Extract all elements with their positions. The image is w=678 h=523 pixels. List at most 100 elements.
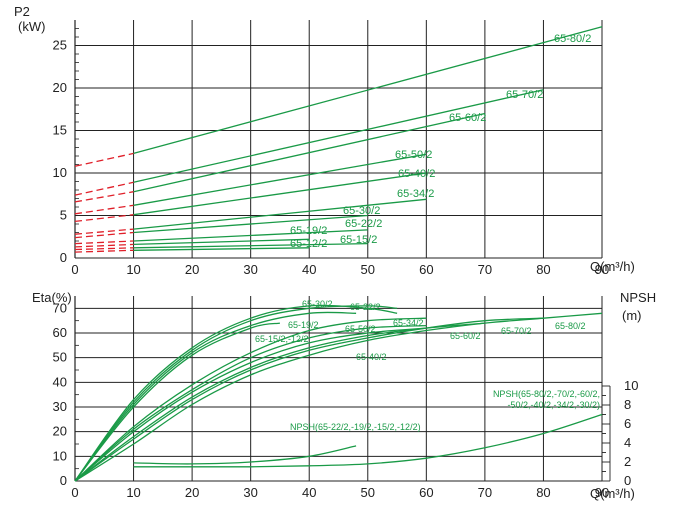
npsh-curve-label: NPSH(65-22/2,-19/2,-15/2,-12/2) xyxy=(290,422,421,432)
extrapolation-line xyxy=(74,249,134,253)
efficiency-curve xyxy=(74,324,427,482)
top-y-tick-label: 25 xyxy=(53,38,67,53)
power-curve-label: 65-19/2 xyxy=(290,225,327,237)
efficiency-curve xyxy=(74,305,398,482)
eta-y-tick-label: 0 xyxy=(60,473,67,488)
power-axis-title: P2 xyxy=(14,4,30,19)
eta-y-tick-label: 20 xyxy=(53,424,67,439)
power-curve-label: 65-34/2 xyxy=(397,188,434,200)
power-curve-label: 65-50/2 xyxy=(395,149,432,161)
extrapolation-line xyxy=(74,181,134,196)
eta-y-tick-label: 40 xyxy=(53,374,67,389)
efficiency-curve-label: 65-34/2 xyxy=(393,318,424,328)
top-y-tick-label: 0 xyxy=(60,250,67,265)
power-curve-label: 65-80/2 xyxy=(554,33,591,45)
efficiency-curve xyxy=(74,317,427,482)
efficiency-curve xyxy=(74,312,603,482)
efficiency-axis-title: Eta(%) xyxy=(32,290,72,305)
bottom-x-tick-label: 70 xyxy=(478,485,492,500)
power-curve-label: 65-12/2 xyxy=(290,238,327,250)
bottom-x-tick-label: 90 xyxy=(595,485,609,500)
top-x-tick-label: 20 xyxy=(185,262,199,277)
power-curve xyxy=(133,26,603,155)
npsh-y-tick-label: 4 xyxy=(624,435,631,450)
efficiency-curve xyxy=(74,317,544,482)
npsh-axis-unit: (m) xyxy=(622,308,642,323)
extrapolation-line xyxy=(74,214,134,223)
bottom-x-tick-label: 50 xyxy=(361,485,375,500)
flow-axis-title-bottom: Q(m³/h) xyxy=(590,486,635,501)
efficiency-curve-label: 65-40/2 xyxy=(356,352,387,362)
top-y-tick-label: 20 xyxy=(53,80,67,95)
power-curve xyxy=(133,89,544,183)
eta-y-tick-label: 70 xyxy=(53,300,67,315)
top-x-tick-label: 60 xyxy=(419,262,433,277)
extrapolation-line xyxy=(74,152,134,167)
bottom-x-tick-label: 0 xyxy=(71,485,78,500)
eta-y-tick-label: 30 xyxy=(53,399,67,414)
power-curve-label: 65-30/2 xyxy=(343,205,380,217)
efficiency-curve xyxy=(74,304,398,482)
power-curve-label: 65-70/2 xyxy=(506,89,543,101)
extrapolation-line xyxy=(74,231,134,239)
npsh-curve-label-line2: -50/2,-40/2,-34/2,-30/2) xyxy=(507,400,600,410)
npsh-curve-label: NPSH(65-80/2,-70/2,-60/2, xyxy=(493,389,600,399)
npsh-axis-title: NPSH xyxy=(620,290,656,305)
power-curve xyxy=(133,242,368,249)
top-y-tick-label: 15 xyxy=(53,123,67,138)
power-curve xyxy=(133,247,310,251)
eta-y-tick-label: 10 xyxy=(53,448,67,463)
flow-axis-title-top: Q(m³/h) xyxy=(590,259,635,274)
bottom-x-tick-label: 60 xyxy=(419,485,433,500)
efficiency-curve-label: 65-50/2 xyxy=(345,324,376,334)
top-x-tick-label: 90 xyxy=(595,262,609,277)
top-y-tick-label: 5 xyxy=(60,208,67,223)
power-curve xyxy=(133,238,310,246)
extrapolation-line xyxy=(74,228,134,235)
npsh-y-tick-label: 8 xyxy=(624,397,631,412)
npsh-y-tick-label: 0 xyxy=(624,473,631,488)
efficiency-curve xyxy=(74,327,427,482)
power-axis-unit: (kW) xyxy=(18,19,45,34)
power-curve xyxy=(133,214,368,234)
top-x-tick-label: 50 xyxy=(361,262,375,277)
power-curve xyxy=(133,172,427,216)
efficiency-curve-label: 65-22/2 xyxy=(350,302,381,312)
power-curve xyxy=(133,112,486,193)
top-y-tick-label: 10 xyxy=(53,165,67,180)
efficiency-curve-label: 65-60/2 xyxy=(450,331,481,341)
power-curve-label: 65-40/2 xyxy=(398,168,435,180)
bottom-x-tick-label: 20 xyxy=(185,485,199,500)
power-curve xyxy=(133,198,427,230)
efficiency-curve-label: 65-15/2,-12/2 xyxy=(255,334,309,344)
top-x-tick-label: 70 xyxy=(478,262,492,277)
power-curve xyxy=(133,153,427,206)
bottom-x-tick-label: 80 xyxy=(536,485,550,500)
power-curve-label: 65-15/2 xyxy=(340,234,377,246)
efficiency-curve-label: 65-19/2 xyxy=(288,320,319,330)
power-curve-label: 65-22/2 xyxy=(345,218,382,230)
top-x-tick-label: 40 xyxy=(302,262,316,277)
npsh-curve xyxy=(133,445,357,465)
efficiency-curve xyxy=(74,311,357,482)
npsh-y-tick-label: 6 xyxy=(624,416,631,431)
npsh-y-tick-label: 2 xyxy=(624,454,631,469)
extrapolation-line xyxy=(74,247,134,251)
top-x-tick-label: 80 xyxy=(536,262,550,277)
top-x-tick-label: 30 xyxy=(243,262,257,277)
power-curve xyxy=(133,229,368,242)
extrapolation-line xyxy=(74,243,134,248)
bottom-x-tick-label: 40 xyxy=(302,485,316,500)
top-x-tick-label: 0 xyxy=(71,262,78,277)
efficiency-curve-label: 65-70/2 xyxy=(501,326,532,336)
npsh-curve xyxy=(133,413,603,468)
bottom-x-tick-label: 10 xyxy=(126,485,140,500)
top-x-tick-label: 10 xyxy=(126,262,140,277)
extrapolation-line xyxy=(74,240,134,245)
efficiency-curve xyxy=(74,322,281,482)
efficiency-curve-label: 65-30/2 xyxy=(302,299,333,309)
eta-y-tick-label: 60 xyxy=(53,325,67,340)
npsh-y-tick-label: 10 xyxy=(624,378,638,393)
bottom-x-tick-label: 30 xyxy=(243,485,257,500)
